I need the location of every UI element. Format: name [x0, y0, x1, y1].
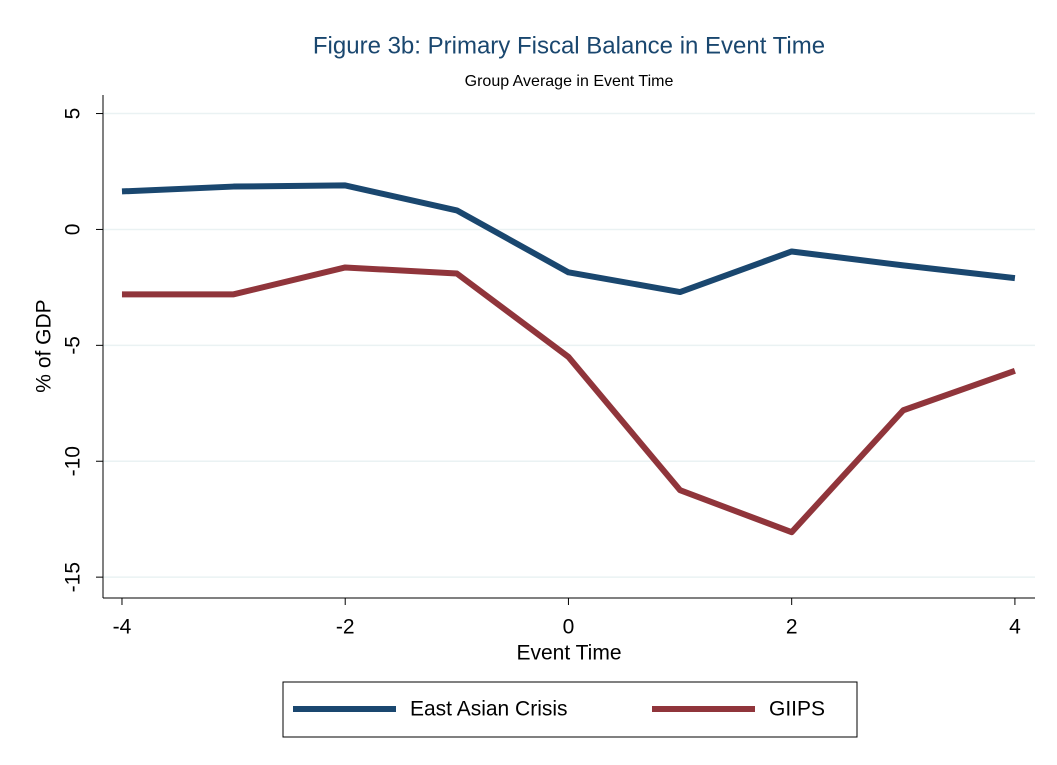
x-tick-label: 2	[786, 616, 798, 639]
y-tick-label: -10	[62, 446, 85, 476]
chart-title: Figure 3b: Primary Fiscal Balance in Eve…	[313, 32, 825, 59]
x-tick-label: -4	[113, 616, 132, 639]
legend-label: GIIPS	[769, 698, 825, 721]
y-tick-label: 0	[62, 224, 85, 236]
chart-subtitle: Group Average in Event Time	[465, 73, 674, 90]
x-tick-label: 0	[563, 616, 575, 639]
x-tick-label: -2	[336, 616, 355, 639]
y-tick-label: -15	[62, 562, 85, 592]
y-tick-label: 5	[62, 108, 85, 120]
series-line	[121, 182, 1016, 296]
series-line	[121, 264, 1016, 536]
legend-label: East Asian Crisis	[410, 698, 568, 721]
y-tick-label: -5	[62, 336, 85, 355]
y-axis-label: % of GDP	[33, 299, 56, 392]
x-tick-label: 4	[1009, 616, 1021, 639]
x-axis-label: Event Time	[516, 642, 621, 665]
